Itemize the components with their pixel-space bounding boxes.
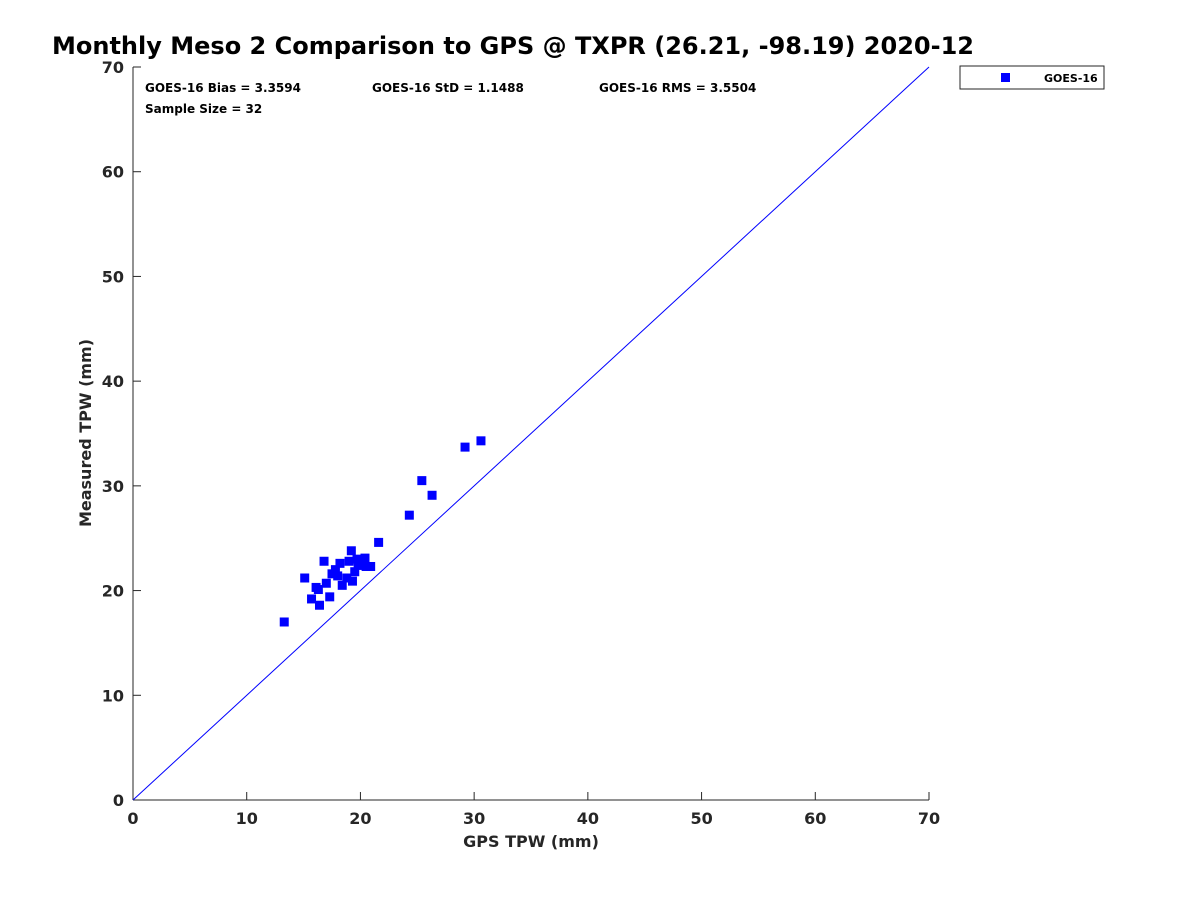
legend-marker-goes16	[1001, 73, 1010, 82]
data-point	[361, 561, 371, 571]
data-point	[313, 585, 323, 595]
data-point	[476, 436, 486, 446]
data-point	[366, 561, 376, 571]
data-point	[353, 560, 363, 570]
data-point	[319, 556, 329, 566]
data-point	[346, 546, 356, 556]
y-tick-label: 40	[102, 372, 124, 391]
stat-sample-size: Sample Size = 32	[145, 102, 262, 116]
data-point	[342, 573, 352, 583]
y-tick-label: 0	[113, 791, 124, 810]
data-point	[427, 490, 437, 500]
data-point	[344, 556, 354, 566]
y-ticks: 0 10 20 30 40 50 60 70	[102, 58, 141, 810]
data-point	[325, 592, 335, 602]
x-axis-label: GPS TPW (mm)	[463, 832, 599, 851]
x-tick-label: 40	[577, 809, 599, 828]
y-tick-label: 30	[102, 477, 124, 496]
y-tick-label: 10	[102, 686, 124, 705]
x-tick-label: 0	[127, 809, 138, 828]
data-point	[321, 578, 331, 588]
data-point	[314, 600, 324, 610]
x-tick-label: 60	[804, 809, 826, 828]
data-point	[350, 567, 360, 577]
stat-rms: GOES-16 RMS = 3.5504	[599, 81, 756, 95]
data-point	[360, 553, 370, 563]
data-point	[335, 558, 345, 568]
data-point	[330, 565, 340, 575]
x-tick-label: 10	[236, 809, 258, 828]
x-tick-label: 50	[690, 809, 712, 828]
y-tick-label: 70	[102, 58, 124, 77]
data-point	[347, 576, 357, 586]
y-tick-label: 20	[102, 582, 124, 601]
data-point	[333, 571, 343, 581]
data-point	[460, 442, 470, 452]
legend-label-goes16: GOES-16	[1044, 72, 1098, 85]
data-point	[307, 594, 317, 604]
data-point	[404, 510, 414, 520]
legend-box	[959, 65, 1105, 90]
identity-line	[132, 66, 930, 801]
stat-std: GOES-16 StD = 1.1488	[372, 81, 524, 95]
data-point	[417, 476, 427, 486]
y-tick-label: 50	[102, 267, 124, 286]
x-ticks: 0 10 20 30 40 50 60 70	[127, 792, 940, 828]
y-tick-label: 60	[102, 163, 124, 182]
series-goes16-points	[279, 436, 486, 627]
chart-title: Monthly Meso 2 Comparison to GPS @ TXPR …	[52, 32, 974, 60]
x-tick-label: 70	[918, 809, 940, 828]
y-axis-label: Measured TPW (mm)	[76, 339, 95, 527]
data-point	[337, 580, 347, 590]
legend: GOES-16	[959, 65, 1105, 90]
x-tick-label: 30	[463, 809, 485, 828]
plot-area: 0 10 20 30 40 50 60 70 0 10 20 30 40 50 60 70	[102, 58, 940, 828]
x-tick-label: 20	[349, 809, 371, 828]
data-point	[374, 537, 384, 547]
stat-bias: GOES-16 Bias = 3.3594	[145, 81, 301, 95]
data-point	[300, 573, 310, 583]
data-point	[279, 617, 289, 627]
